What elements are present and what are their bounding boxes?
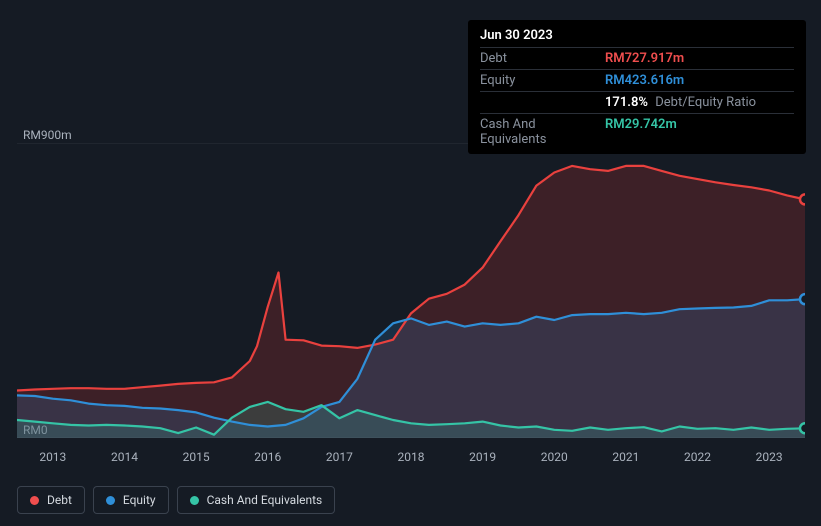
- legend-label: Equity: [123, 493, 156, 507]
- tooltip-date: Jun 30 2023: [480, 28, 794, 43]
- legend-swatch: [106, 496, 115, 505]
- tooltip-row: EquityRM423.616m: [480, 69, 794, 91]
- x-axis-label: 2020: [541, 450, 568, 464]
- legend-item[interactable]: Debt: [17, 486, 85, 514]
- tooltip-value: 171.8% Debt/Equity Ratio: [605, 95, 756, 110]
- legend-label: Debt: [47, 493, 72, 507]
- x-axis-label: 2015: [183, 450, 210, 464]
- tooltip-value: RM727.917m: [605, 51, 684, 66]
- legend: Debt Equity Cash And Equivalents: [17, 486, 335, 514]
- x-axis-label: 2023: [756, 450, 783, 464]
- tooltip-label: Equity: [480, 73, 605, 88]
- legend-item[interactable]: Cash And Equivalents: [177, 486, 336, 514]
- tooltip-row: DebtRM727.917m: [480, 47, 794, 69]
- x-axis-label: 2022: [684, 450, 711, 464]
- tooltip-row: 171.8% Debt/Equity Ratio: [480, 91, 794, 113]
- legend-swatch: [30, 496, 39, 505]
- tooltip-value: RM29.742m: [605, 117, 677, 147]
- tooltip-label: Cash And Equivalents: [480, 117, 605, 147]
- x-axis-label: 2018: [398, 450, 425, 464]
- x-axis-label: 2019: [469, 450, 496, 464]
- x-axis-label: 2021: [612, 450, 639, 464]
- hover-tooltip: Jun 30 2023 DebtRM727.917mEquityRM423.61…: [468, 20, 806, 154]
- legend-label: Cash And Equivalents: [207, 493, 323, 507]
- x-axis-label: 2017: [326, 450, 353, 464]
- legend-swatch: [190, 496, 199, 505]
- x-axis-label: 2013: [39, 450, 66, 464]
- debt-equity-chart: RM900mRM0 201320142015201620172018201920…: [0, 0, 821, 526]
- x-axis-label: 2014: [111, 450, 138, 464]
- tooltip-value: RM423.616m: [605, 73, 684, 88]
- y-axis-label: RM900m: [23, 128, 72, 142]
- tooltip-label: [480, 95, 605, 110]
- x-axis-label: 2016: [254, 450, 281, 464]
- tooltip-label: Debt: [480, 51, 605, 66]
- tooltip-extra: Debt/Equity Ratio: [652, 95, 756, 110]
- tooltip-row: Cash And EquivalentsRM29.742m: [480, 113, 794, 150]
- legend-item[interactable]: Equity: [93, 486, 169, 514]
- plot-area[interactable]: [17, 143, 805, 438]
